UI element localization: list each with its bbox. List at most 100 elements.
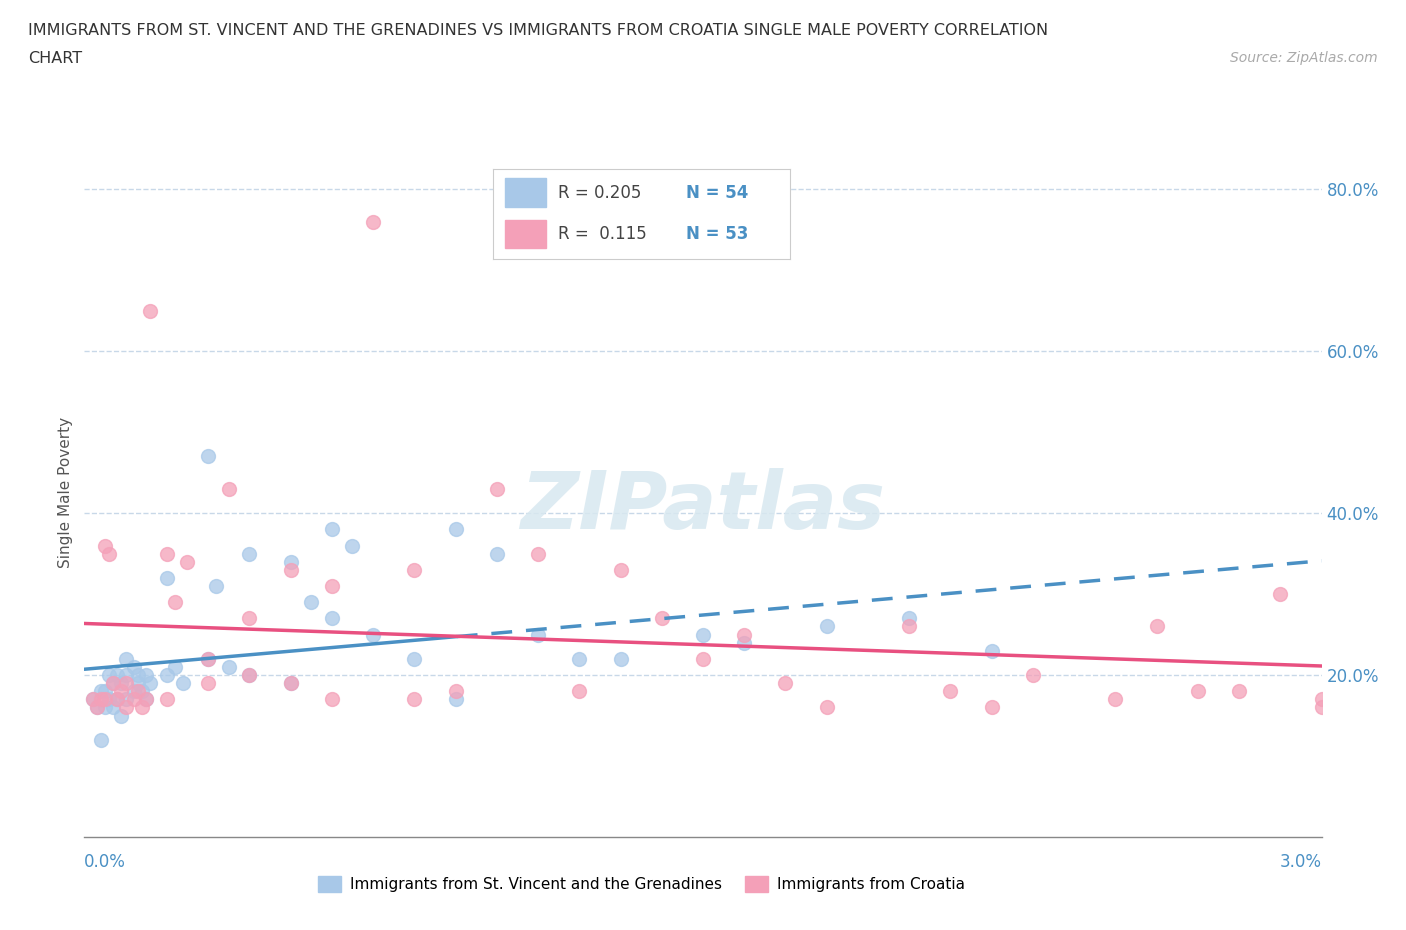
Point <box>444 684 467 698</box>
Point <box>122 659 145 674</box>
Point <box>1187 684 1209 698</box>
Point <box>114 668 136 683</box>
Point <box>280 676 302 691</box>
Point <box>94 692 117 707</box>
Point <box>218 482 240 497</box>
Text: CHART: CHART <box>28 51 82 66</box>
Point <box>1227 684 1250 698</box>
Point <box>321 611 343 626</box>
Point <box>156 692 179 707</box>
Point <box>127 676 149 691</box>
Point <box>404 651 426 666</box>
Text: IMMIGRANTS FROM ST. VINCENT AND THE GRENADINES VS IMMIGRANTS FROM CROATIA SINGLE: IMMIGRANTS FROM ST. VINCENT AND THE GREN… <box>28 23 1049 38</box>
Point <box>898 619 921 634</box>
Point <box>103 700 125 715</box>
Point <box>205 578 228 593</box>
Point <box>127 668 149 683</box>
Point <box>238 546 260 561</box>
Point <box>733 635 755 650</box>
Text: 3.0%: 3.0% <box>1279 853 1322 870</box>
Point <box>1022 668 1045 683</box>
Point <box>280 676 302 691</box>
Bar <box>505 219 546 248</box>
Point <box>165 659 187 674</box>
Point <box>94 700 117 715</box>
Point <box>90 684 112 698</box>
Point <box>172 676 194 691</box>
Point <box>1310 700 1333 715</box>
Point <box>103 676 125 691</box>
Point <box>82 692 104 707</box>
Point <box>815 619 838 634</box>
Point <box>609 651 631 666</box>
Point <box>176 554 198 569</box>
Point <box>156 668 179 683</box>
Text: Source: ZipAtlas.com: Source: ZipAtlas.com <box>1230 51 1378 65</box>
Point <box>342 538 364 553</box>
Y-axis label: Single Male Poverty: Single Male Poverty <box>58 418 73 568</box>
Point <box>94 684 117 698</box>
Text: N = 54: N = 54 <box>686 184 748 202</box>
Point <box>692 627 714 642</box>
Point <box>156 546 179 561</box>
Point <box>1270 587 1292 602</box>
Point <box>980 644 1002 658</box>
Point <box>280 563 302 578</box>
Point <box>404 563 426 578</box>
Legend: Immigrants from St. Vincent and the Grenadines, Immigrants from Croatia: Immigrants from St. Vincent and the Gren… <box>312 870 970 898</box>
Text: 0.0%: 0.0% <box>84 853 127 870</box>
Point <box>609 563 631 578</box>
Point <box>299 595 322 610</box>
Point <box>86 700 108 715</box>
Point <box>898 611 921 626</box>
Point <box>110 676 132 691</box>
Point <box>361 627 384 642</box>
Point <box>815 700 838 715</box>
Point <box>165 595 187 610</box>
Point <box>98 546 121 561</box>
Point <box>110 684 132 698</box>
Text: ZIPatlas: ZIPatlas <box>520 468 886 546</box>
Point <box>321 692 343 707</box>
Point <box>139 676 162 691</box>
Point <box>321 578 343 593</box>
Point <box>131 700 153 715</box>
Point <box>444 692 467 707</box>
Point <box>361 214 384 229</box>
Point <box>980 700 1002 715</box>
Point <box>939 684 962 698</box>
Point <box>1146 619 1168 634</box>
Text: R = 0.205: R = 0.205 <box>558 184 641 202</box>
Point <box>131 684 153 698</box>
Point <box>1310 692 1333 707</box>
Point <box>218 659 240 674</box>
Point <box>98 692 121 707</box>
Point <box>485 482 508 497</box>
Point <box>568 684 591 698</box>
Point <box>733 627 755 642</box>
Point <box>110 708 132 723</box>
Point <box>98 668 121 683</box>
Point <box>90 692 112 707</box>
Point <box>90 733 112 748</box>
Point <box>122 692 145 707</box>
Point <box>105 692 128 707</box>
Point <box>114 692 136 707</box>
Point <box>114 676 136 691</box>
Point <box>135 692 157 707</box>
Point <box>105 668 128 683</box>
Point <box>197 651 219 666</box>
Point <box>197 651 219 666</box>
Point <box>86 700 108 715</box>
Point <box>238 668 260 683</box>
Bar <box>505 179 546 207</box>
Point <box>103 676 125 691</box>
Point <box>127 684 149 698</box>
Point <box>238 611 260 626</box>
Point <box>82 692 104 707</box>
Point <box>404 692 426 707</box>
Point <box>444 522 467 537</box>
Point <box>135 692 157 707</box>
Point <box>527 627 550 642</box>
Point <box>122 684 145 698</box>
